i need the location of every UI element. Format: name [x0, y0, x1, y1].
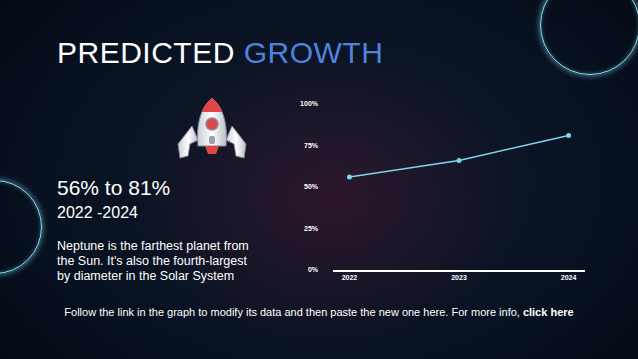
html-text:by diameter in the Solar Syste: by diameter in the Solar System — [57, 269, 235, 283]
svg-text:50%: 50% — [304, 183, 319, 190]
svg-text:0%: 0% — [308, 266, 319, 273]
svg-text:25%: 25% — [304, 225, 319, 232]
html-text:Neptune is the farthest planet: Neptune is the farthest planet from — [57, 239, 249, 253]
svg-text:100%: 100% — [300, 100, 319, 107]
html-text:2022 -2024: 2022 -2024 — [57, 204, 138, 221]
html-text:Follow the link in the graph t: Follow the link in the graph to modify i… — [64, 306, 574, 318]
html-text:PREDICTED GROWTH: PREDICTED GROWTH — [57, 36, 384, 69]
svg-text:2023: 2023 — [451, 274, 467, 281]
svg-text:75%: 75% — [304, 142, 319, 149]
html-text:the Sun. It's also the fourth-: the Sun. It's also the fourth-largest — [57, 254, 247, 268]
html-text:56% to 81%: 56% to 81% — [57, 176, 171, 199]
svg-text:2024: 2024 — [561, 274, 577, 281]
svg-text:2022: 2022 — [342, 274, 358, 281]
